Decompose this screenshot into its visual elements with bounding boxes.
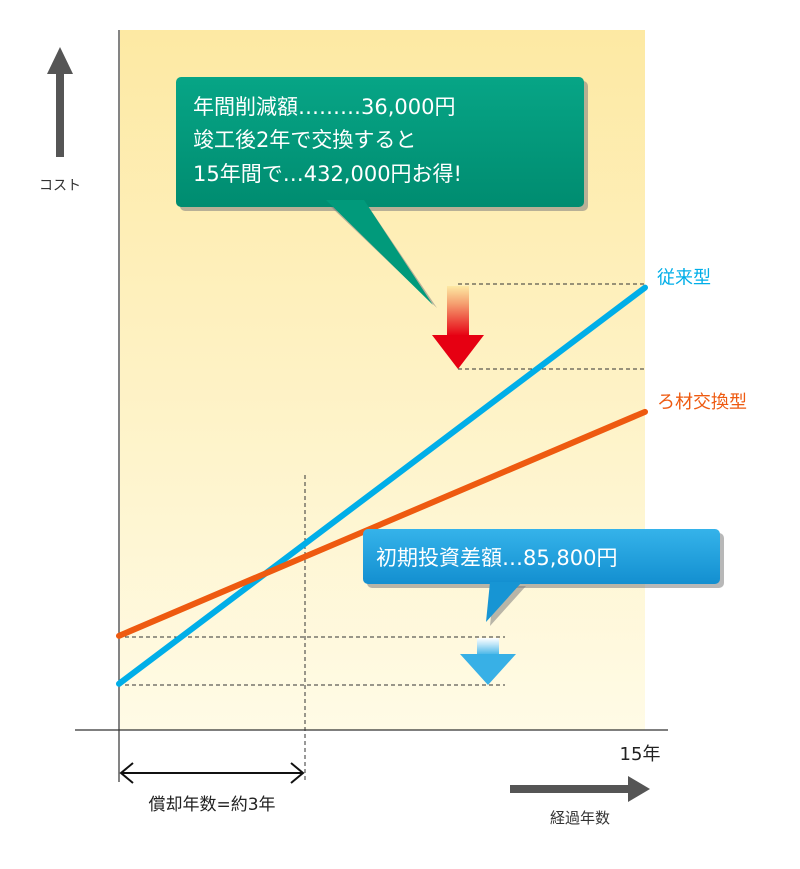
series-line-traditional bbox=[116, 284, 648, 687]
series-label-traditional: 従来型 bbox=[657, 268, 711, 289]
x-axis-label: 経過年数 bbox=[550, 809, 610, 827]
savings-line-2: 竣工後2年で交換すると bbox=[193, 128, 416, 152]
y-axis-label: コスト bbox=[39, 178, 81, 194]
savings-callout: 年間削減額………36,000円 竣工後2年で交換すると 15年間で…432,00… bbox=[176, 77, 588, 308]
payback-double-arrow-icon bbox=[119, 762, 305, 784]
y-axis-arrow-icon bbox=[47, 47, 73, 157]
down-arrow-red-icon bbox=[432, 286, 484, 369]
x-axis-arrow-icon bbox=[510, 776, 650, 802]
initial-diff-text: 初期投資差額…85,800円 bbox=[376, 546, 617, 570]
savings-line-1: 年間削減額………36,000円 bbox=[193, 95, 455, 119]
down-arrow-blue-icon bbox=[460, 638, 516, 685]
payback-label: 償却年数=約3年 bbox=[148, 795, 275, 815]
savings-line-3: 15年間で…432,000円お得! bbox=[193, 162, 462, 186]
initial-diff-callout: 初期投資差額…85,800円 bbox=[363, 529, 724, 626]
x-tick-15: 15年 bbox=[620, 744, 661, 765]
series-line-filter-exchange bbox=[116, 408, 648, 639]
series-label-filter-exchange: ろ材交換型 bbox=[657, 392, 747, 413]
